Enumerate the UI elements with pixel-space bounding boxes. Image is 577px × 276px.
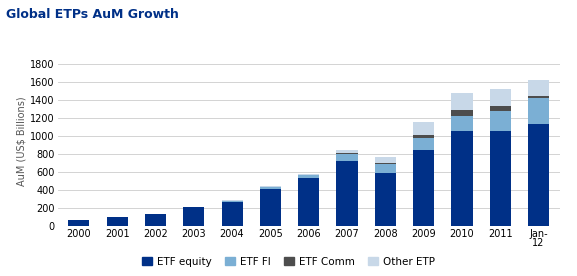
Bar bbox=[183, 207, 204, 226]
Bar bbox=[298, 175, 319, 178]
Bar bbox=[222, 201, 242, 202]
Bar bbox=[107, 217, 128, 226]
Bar bbox=[490, 131, 511, 226]
Bar bbox=[260, 189, 281, 226]
Bar bbox=[260, 187, 281, 189]
Bar bbox=[145, 214, 166, 226]
Bar bbox=[222, 202, 242, 226]
Bar bbox=[336, 154, 358, 161]
Bar bbox=[336, 153, 358, 154]
Bar bbox=[451, 94, 473, 110]
Bar bbox=[298, 178, 319, 226]
Bar bbox=[528, 80, 549, 96]
Bar bbox=[451, 116, 473, 131]
Bar bbox=[336, 161, 358, 226]
Bar bbox=[490, 89, 511, 106]
Bar bbox=[413, 122, 434, 135]
Bar bbox=[490, 106, 511, 111]
Bar bbox=[68, 220, 89, 226]
Bar bbox=[375, 157, 396, 163]
Bar bbox=[260, 186, 281, 187]
Y-axis label: AuM (US$ Billions): AuM (US$ Billions) bbox=[16, 96, 26, 185]
Bar bbox=[298, 174, 319, 175]
Bar bbox=[375, 173, 396, 226]
Text: Global ETPs AuM Growth: Global ETPs AuM Growth bbox=[6, 8, 179, 21]
Bar bbox=[528, 99, 549, 124]
Legend: ETF equity, ETF FI, ETF Comm, Other ETP: ETF equity, ETF FI, ETF Comm, Other ETP bbox=[138, 253, 439, 271]
Bar bbox=[413, 150, 434, 226]
Bar bbox=[375, 163, 396, 164]
Bar bbox=[528, 124, 549, 226]
Bar bbox=[413, 135, 434, 138]
Bar bbox=[375, 164, 396, 173]
Bar bbox=[490, 111, 511, 131]
Bar bbox=[413, 138, 434, 150]
Bar bbox=[528, 96, 549, 99]
Bar bbox=[451, 131, 473, 226]
Bar bbox=[336, 150, 358, 153]
Bar bbox=[222, 200, 242, 201]
Bar bbox=[451, 110, 473, 116]
